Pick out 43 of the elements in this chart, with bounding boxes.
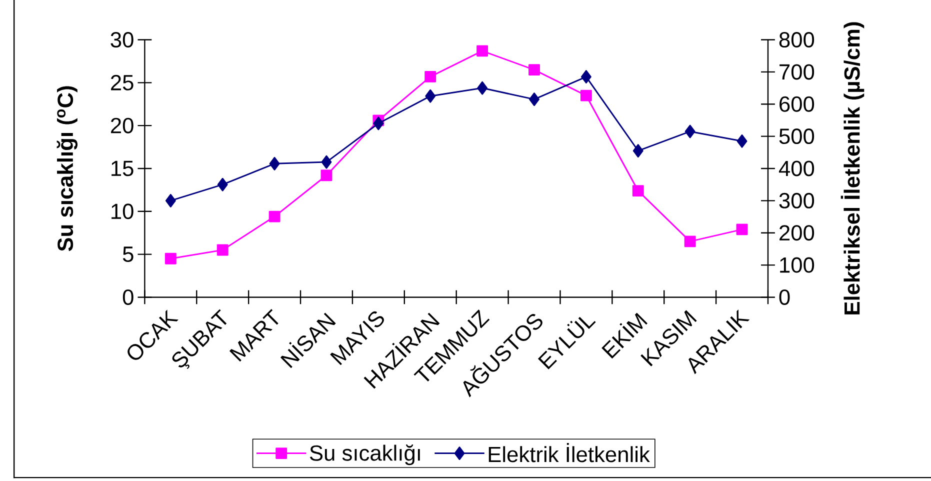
y2-tick-label: 200 bbox=[780, 225, 814, 241]
legend-label: Su sıcaklığı bbox=[310, 444, 420, 466]
y2-tick-label: 800 bbox=[779, 32, 814, 48]
point bbox=[684, 236, 696, 248]
y2-tick-label: 400 bbox=[778, 160, 814, 176]
y-axis-title: Su sıcaklığı ($^{o}$C) bbox=[56, 86, 78, 252]
point bbox=[320, 170, 332, 182]
point bbox=[529, 92, 540, 106]
point bbox=[216, 244, 228, 256]
y-tick-label: 15 bbox=[112, 160, 134, 176]
y-tick-label: 0 bbox=[122, 289, 134, 305]
y2-tick-label: 0 bbox=[779, 289, 790, 305]
y-tick-label: 5 bbox=[122, 246, 134, 262]
point bbox=[684, 124, 696, 138]
y2-tick-label: 600 bbox=[780, 96, 814, 112]
y2-tick-label: 300 bbox=[779, 192, 814, 208]
point bbox=[217, 178, 228, 192]
y2-tick-label: 500 bbox=[779, 128, 814, 144]
y2-tick-label: 700 bbox=[780, 64, 814, 80]
point bbox=[373, 116, 384, 130]
point bbox=[164, 252, 176, 264]
point bbox=[528, 64, 540, 76]
y-tick-label: 25 bbox=[111, 74, 134, 90]
point bbox=[476, 45, 488, 57]
point bbox=[425, 89, 436, 103]
point bbox=[268, 210, 280, 222]
y-tick-label: 30 bbox=[110, 32, 134, 48]
y2-axis-title: Elektriksel İletkenlik (µS/cm) bbox=[840, 22, 864, 314]
point bbox=[269, 156, 280, 170]
point bbox=[580, 70, 592, 84]
y-tick-label: 20 bbox=[111, 118, 134, 134]
point bbox=[165, 194, 176, 208]
point bbox=[736, 224, 748, 236]
y-tick-label: 10 bbox=[112, 204, 134, 220]
y2-tick-label: 100 bbox=[780, 257, 814, 273]
point bbox=[477, 81, 488, 95]
legend-label: Elektrik İletkenlik bbox=[488, 442, 650, 462]
point bbox=[632, 185, 644, 196]
point bbox=[424, 70, 436, 82]
point bbox=[580, 90, 592, 102]
point bbox=[736, 134, 748, 148]
point bbox=[632, 144, 644, 158]
point bbox=[321, 155, 332, 169]
